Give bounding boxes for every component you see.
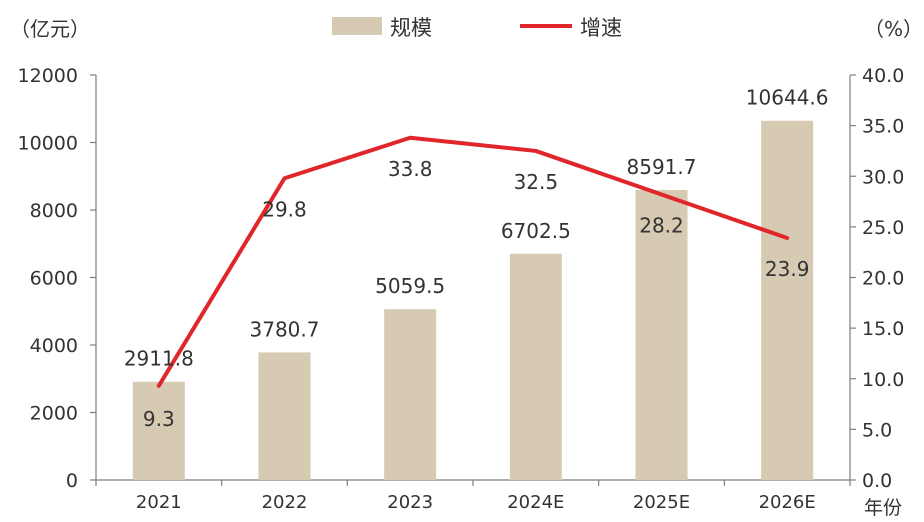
line-value-label: 23.9	[765, 257, 810, 281]
bar-value-label: 6702.5	[501, 219, 571, 243]
chart-axes: 0 2000 4000 6000 8000 10000 12000 0.0 5.0 10.0 15.…	[10, 17, 923, 519]
right-tick-label: 30.0	[862, 166, 904, 188]
bar	[509, 253, 562, 480]
left-tick-label: 6000	[30, 268, 78, 290]
bar	[258, 352, 311, 480]
bar-value-label: 3780.7	[250, 317, 320, 341]
line-value-label: 28.2	[639, 213, 684, 237]
left-tick-label: 12000	[18, 65, 78, 87]
bar-value-label: 5059.5	[375, 274, 445, 298]
line-value-label: 33.8	[388, 157, 433, 181]
legend-swatch-bar	[332, 17, 382, 35]
bar-series	[132, 120, 814, 480]
legend: 规模 增速	[332, 16, 622, 40]
x-axis-label: 年份	[864, 497, 902, 519]
x-tick-label: 2024E	[507, 492, 564, 513]
legend-label-line: 增速	[580, 16, 622, 40]
left-tick-label: 8000	[30, 200, 78, 222]
left-tick-label: 2000	[30, 403, 78, 425]
right-tick-label: 10.0	[862, 369, 904, 391]
line-value-label: 29.8	[262, 197, 307, 221]
right-tick-label: 0.0	[862, 470, 892, 492]
x-tick-label: 2021	[136, 492, 182, 513]
bar	[635, 190, 688, 480]
right-tick-label: 5.0	[862, 419, 892, 441]
left-axis-unit: （亿元）	[10, 17, 90, 41]
growth-line	[156, 135, 790, 388]
left-tick-label: 4000	[30, 335, 78, 357]
bar-value-label: 10644.6	[746, 86, 829, 110]
right-tick-label: 20.0	[862, 268, 904, 290]
left-tick-label: 10000	[18, 133, 78, 155]
line-series	[156, 135, 790, 388]
right-tick-label: 35.0	[862, 116, 904, 138]
right-tick-label: 40.0	[862, 65, 904, 87]
right-axis-unit: （%）	[864, 17, 923, 41]
x-tick-label: 2023	[387, 492, 433, 513]
line-value-label: 9.3	[143, 407, 175, 431]
bar	[761, 120, 814, 480]
x-tick-label: 2025E	[633, 492, 690, 513]
right-tick-label: 15.0	[862, 318, 904, 340]
bar-value-label: 8591.7	[627, 155, 697, 179]
bar	[384, 309, 437, 480]
right-tick-label: 25.0	[862, 217, 904, 239]
bar-value-label: 2911.8	[124, 347, 194, 371]
x-tick-label: 2026E	[759, 492, 816, 513]
x-tick-label: 2022	[262, 492, 308, 513]
line-value-label: 32.5	[514, 170, 559, 194]
left-tick-label: 0	[66, 470, 78, 492]
data-labels: 2911.8 3780.7 5059.5 6702.5 8591.7 10644.6 9.3…	[124, 86, 829, 431]
legend-label-bar: 规模	[390, 16, 432, 40]
bar	[132, 381, 185, 480]
